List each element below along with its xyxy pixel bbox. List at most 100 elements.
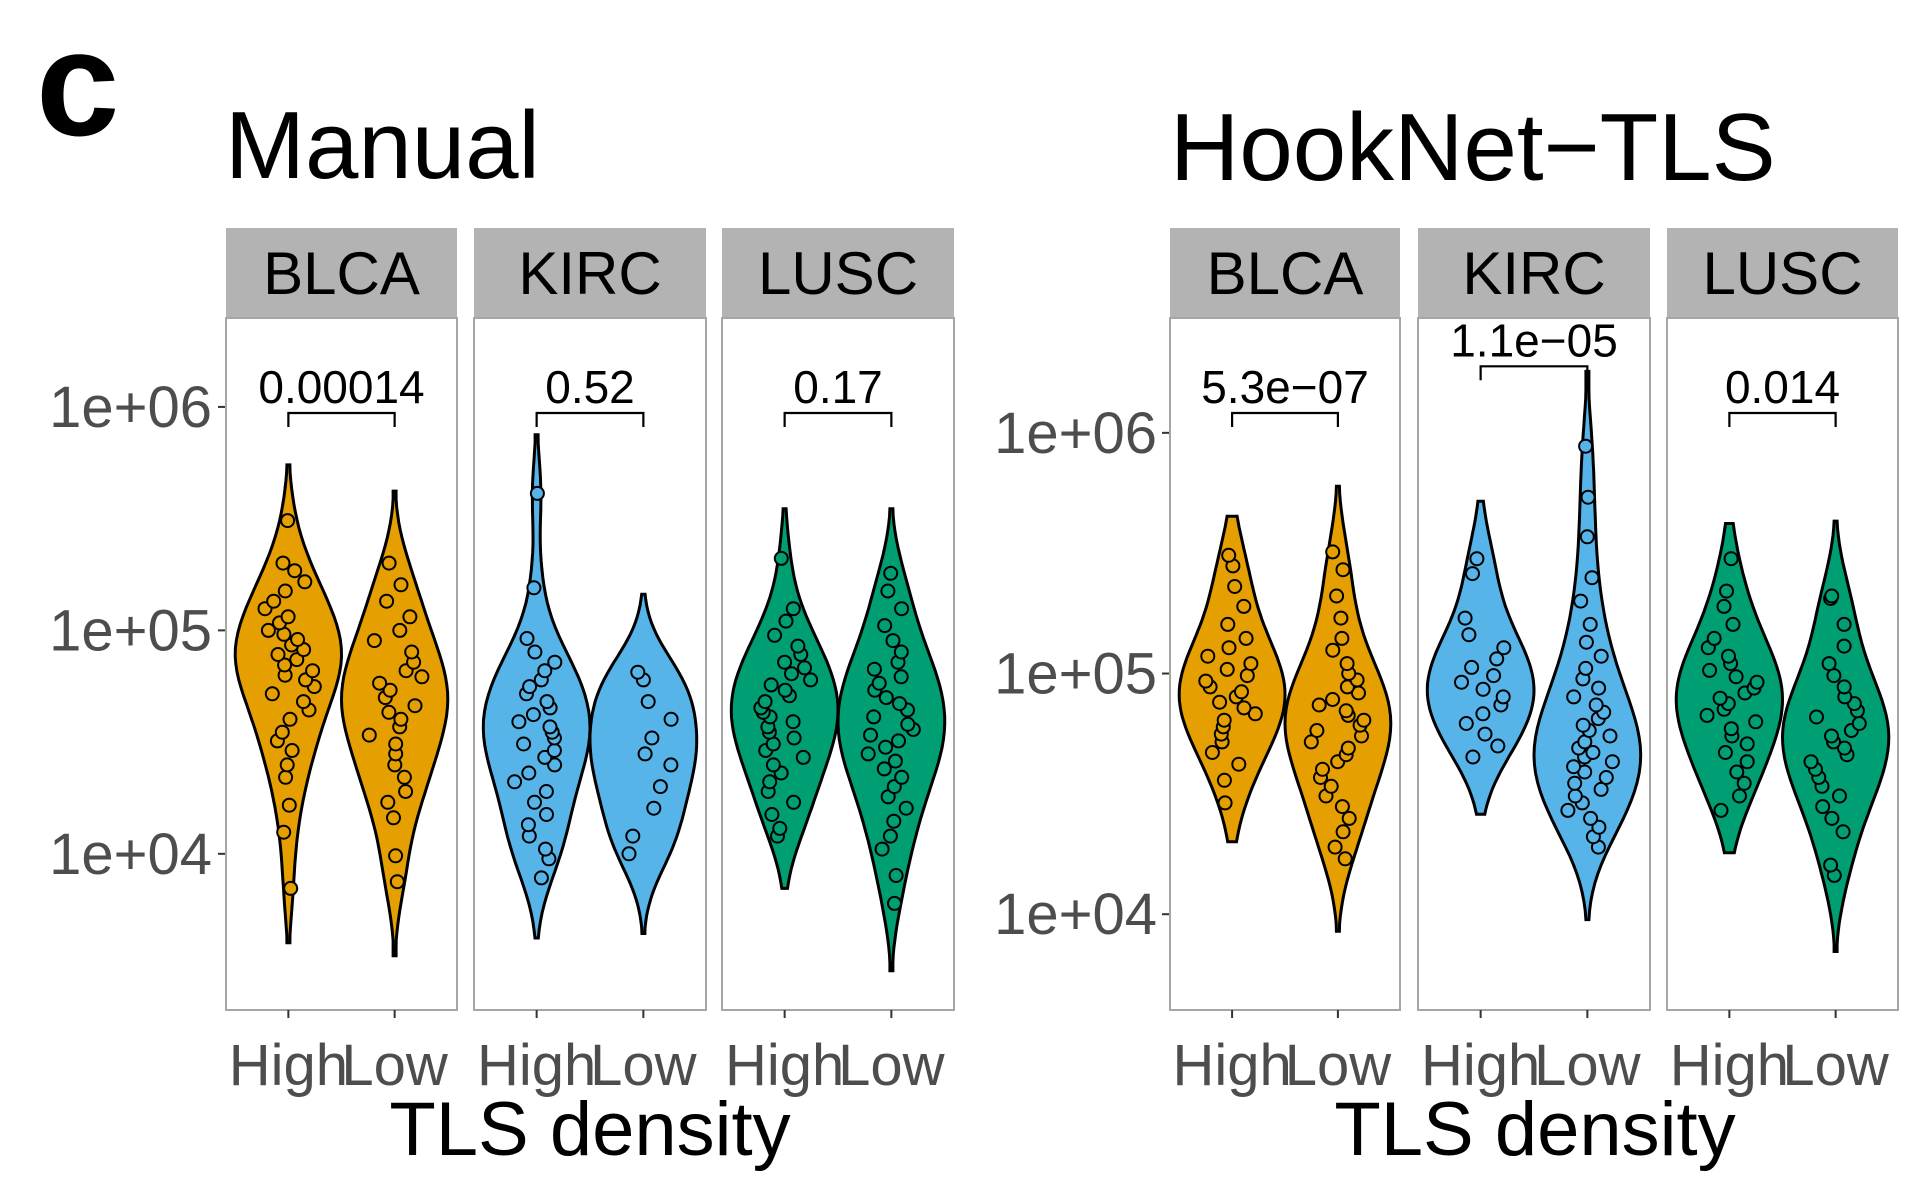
data-point (1815, 799, 1831, 815)
data-point (786, 794, 802, 810)
data-point (778, 613, 794, 629)
y-tick-label: 1e+04 (994, 882, 1157, 947)
data-point (764, 807, 780, 822)
data-point (1337, 851, 1353, 867)
data-point (282, 711, 298, 727)
p-value-label: 1.1e−05 (1450, 314, 1618, 366)
data-point (260, 622, 276, 638)
data-point (887, 753, 903, 769)
data-point (372, 675, 388, 691)
data-point (402, 609, 418, 625)
data-point (1575, 717, 1591, 733)
data-point (1582, 616, 1598, 632)
data-point (1243, 656, 1259, 672)
panel-border (721, 317, 955, 1011)
data-point (1591, 680, 1607, 696)
data-point (1824, 728, 1839, 744)
data-point (266, 593, 282, 609)
data-point (1338, 703, 1354, 719)
data-point (529, 485, 545, 501)
facet-strip-label: BLCA (1207, 240, 1364, 307)
data-point (1234, 684, 1249, 700)
data-point (1598, 770, 1614, 785)
data-point (1739, 754, 1755, 770)
data-point (1736, 775, 1752, 791)
data-point (1836, 679, 1852, 695)
data-point (507, 774, 523, 790)
significance-bracket (1231, 411, 1339, 427)
data-point (876, 761, 892, 777)
data-point (542, 719, 558, 735)
data-point (887, 895, 902, 911)
data-point (882, 828, 898, 844)
data-point (280, 609, 296, 625)
data-point (366, 633, 382, 649)
data-point (1728, 669, 1744, 685)
data-point (1824, 810, 1840, 826)
data-point (1325, 692, 1341, 707)
data-point (1465, 566, 1480, 582)
data-point (396, 769, 412, 785)
data-point (276, 824, 292, 840)
data-point (1212, 694, 1228, 710)
data-point (380, 794, 396, 810)
data-point (1486, 668, 1502, 684)
data-point (521, 765, 537, 781)
data-point (1315, 761, 1330, 777)
data-point (538, 841, 553, 857)
panel-border (473, 317, 707, 1011)
data-point (1821, 656, 1837, 672)
data-point (274, 724, 290, 740)
chart-title: HookNet−TLS (1170, 94, 1776, 201)
data-point (1329, 588, 1345, 604)
significance-bracket (1479, 365, 1589, 381)
data-point (388, 848, 404, 864)
x-tick-label: Low (1534, 1033, 1642, 1098)
data-point (1216, 712, 1232, 728)
data-point (1580, 489, 1596, 505)
x-tick-label: Low (590, 1033, 698, 1098)
x-tick-label: High (229, 1033, 348, 1098)
data-point (790, 638, 806, 654)
x-tick-label: High (477, 1033, 596, 1098)
data-point (1323, 778, 1339, 794)
data-point (381, 704, 397, 720)
panel-border (1666, 317, 1899, 1011)
data-point (663, 757, 679, 773)
data-point (1584, 570, 1600, 586)
data-point (407, 698, 423, 714)
data-point (1716, 598, 1732, 614)
data-point (1717, 745, 1733, 760)
data-point (361, 727, 377, 743)
facet-strip (722, 228, 954, 318)
data-point (1247, 706, 1263, 722)
data-point (278, 769, 294, 785)
data-point (1334, 630, 1350, 646)
data-point (1238, 630, 1254, 646)
data-point (1477, 726, 1493, 742)
data-point (537, 663, 553, 679)
data-point (878, 739, 894, 755)
data-point (785, 601, 801, 617)
x-tick-label: High (1421, 1033, 1540, 1098)
data-point (1327, 839, 1343, 855)
chart-hooknet-tls: HookNet−TLS1e+041e+051e+06BLCAHighLow5.3… (994, 94, 1899, 1172)
x-tick-label: High (1172, 1033, 1291, 1098)
data-point (663, 711, 679, 727)
p-value-label: 0.52 (545, 361, 635, 413)
data-point (1458, 716, 1474, 731)
x-tick-label: Low (1782, 1033, 1890, 1098)
data-point (1585, 745, 1601, 760)
data-point (527, 794, 542, 810)
violin-high (233, 463, 344, 945)
data-point (280, 513, 296, 529)
data-point (1220, 616, 1236, 632)
significance-bracket (1728, 411, 1837, 427)
data-point (883, 565, 899, 581)
data-point (393, 577, 409, 593)
data-point (1837, 740, 1852, 756)
data-point (404, 644, 420, 660)
